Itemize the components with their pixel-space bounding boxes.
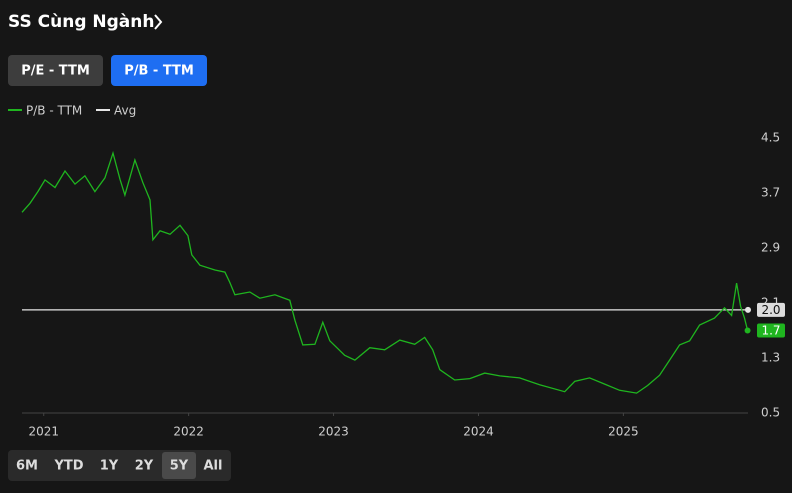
range-button[interactable]: 5Y [170,459,189,474]
x-tick-label: 2023 [318,425,349,439]
last-label: 1.7 [761,324,780,338]
x-tick-label: 2024 [463,425,494,439]
tab-pe[interactable] [8,55,103,86]
tab-label[interactable]: P/E - TTM [21,64,90,79]
legend-label: Avg [114,104,136,118]
avg-badge [757,302,785,317]
chevron[interactable] [154,14,163,30]
legend-label: P/B - TTM [26,104,82,118]
y-tick-label: 3.7 [761,186,780,200]
y-tick-label: 1.3 [761,351,780,365]
tab-label[interactable]: P/B - TTM [124,64,194,79]
range-button[interactable]: All [204,459,223,474]
avg-dot [745,306,751,313]
x-tick-label: 2025 [608,425,639,439]
title[interactable]: SS Cùng Ngành [8,12,154,32]
range-button[interactable]: YTD [53,459,83,474]
range-selected [162,452,196,479]
x-tick-label: 2021 [28,425,59,439]
range-button[interactable]: 6M [16,459,38,474]
x-tick-label: 2022 [173,425,204,439]
last-dot [744,327,751,334]
avg-label: 2.0 [761,303,780,317]
range-bar [8,450,231,481]
y-tick-label: 4.5 [761,131,780,145]
y-tick-label: 0.5 [761,406,780,420]
tab-pb[interactable] [111,55,207,86]
range-button[interactable]: 2Y [135,459,154,474]
range-button[interactable]: 1Y [100,459,119,474]
y-tick-label: 2.9 [761,241,780,255]
last-badge [757,323,785,338]
price-line [21,150,749,394]
